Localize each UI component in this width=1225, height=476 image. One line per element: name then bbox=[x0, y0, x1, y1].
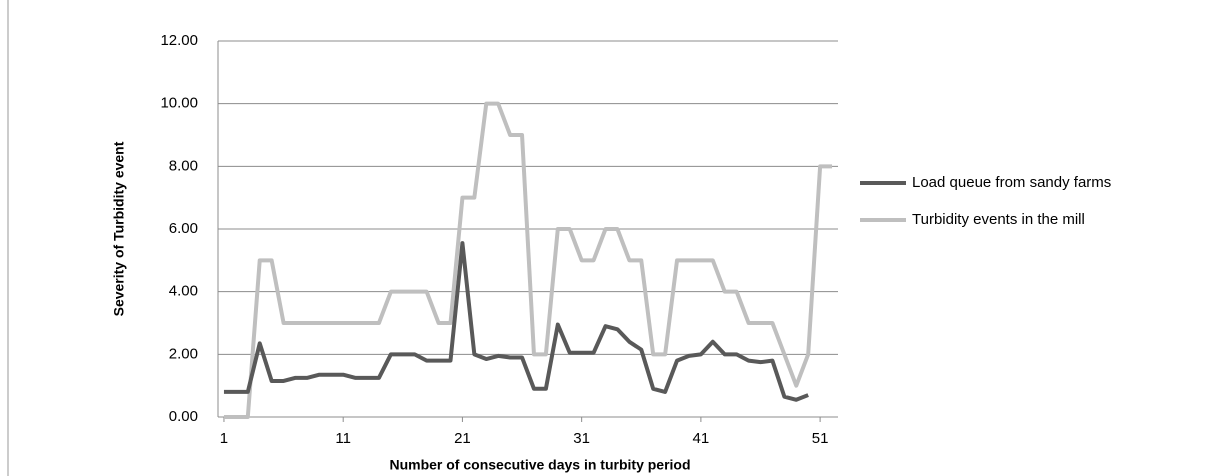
x-axis-title: Number of consecutive days in turbity pe… bbox=[389, 457, 690, 473]
y-tick-label: 2.00 bbox=[169, 345, 198, 362]
series-line bbox=[223, 101, 833, 419]
y-tick-label: 12.00 bbox=[160, 32, 198, 49]
y-tick-label: 0.00 bbox=[169, 408, 198, 425]
legend-label: Load queue from sandy farms bbox=[912, 174, 1111, 191]
x-tick-label: 41 bbox=[693, 430, 710, 447]
x-tick-label: 11 bbox=[335, 430, 351, 447]
x-tick-label: 51 bbox=[812, 430, 829, 447]
x-tick-label: 21 bbox=[454, 430, 471, 447]
x-tick-label: 1 bbox=[220, 430, 228, 447]
y-axis-title: Severity of Turbidity event bbox=[111, 141, 127, 316]
y-tick-label: 8.00 bbox=[169, 157, 198, 174]
legend-label: Turbidity events in the mill bbox=[912, 211, 1085, 228]
y-tick-label: 6.00 bbox=[169, 220, 198, 237]
x-tick-label: 31 bbox=[573, 430, 590, 447]
y-tick-label: 10.00 bbox=[160, 95, 198, 112]
y-tick-label: 4.00 bbox=[169, 283, 198, 300]
series-line bbox=[223, 241, 809, 402]
